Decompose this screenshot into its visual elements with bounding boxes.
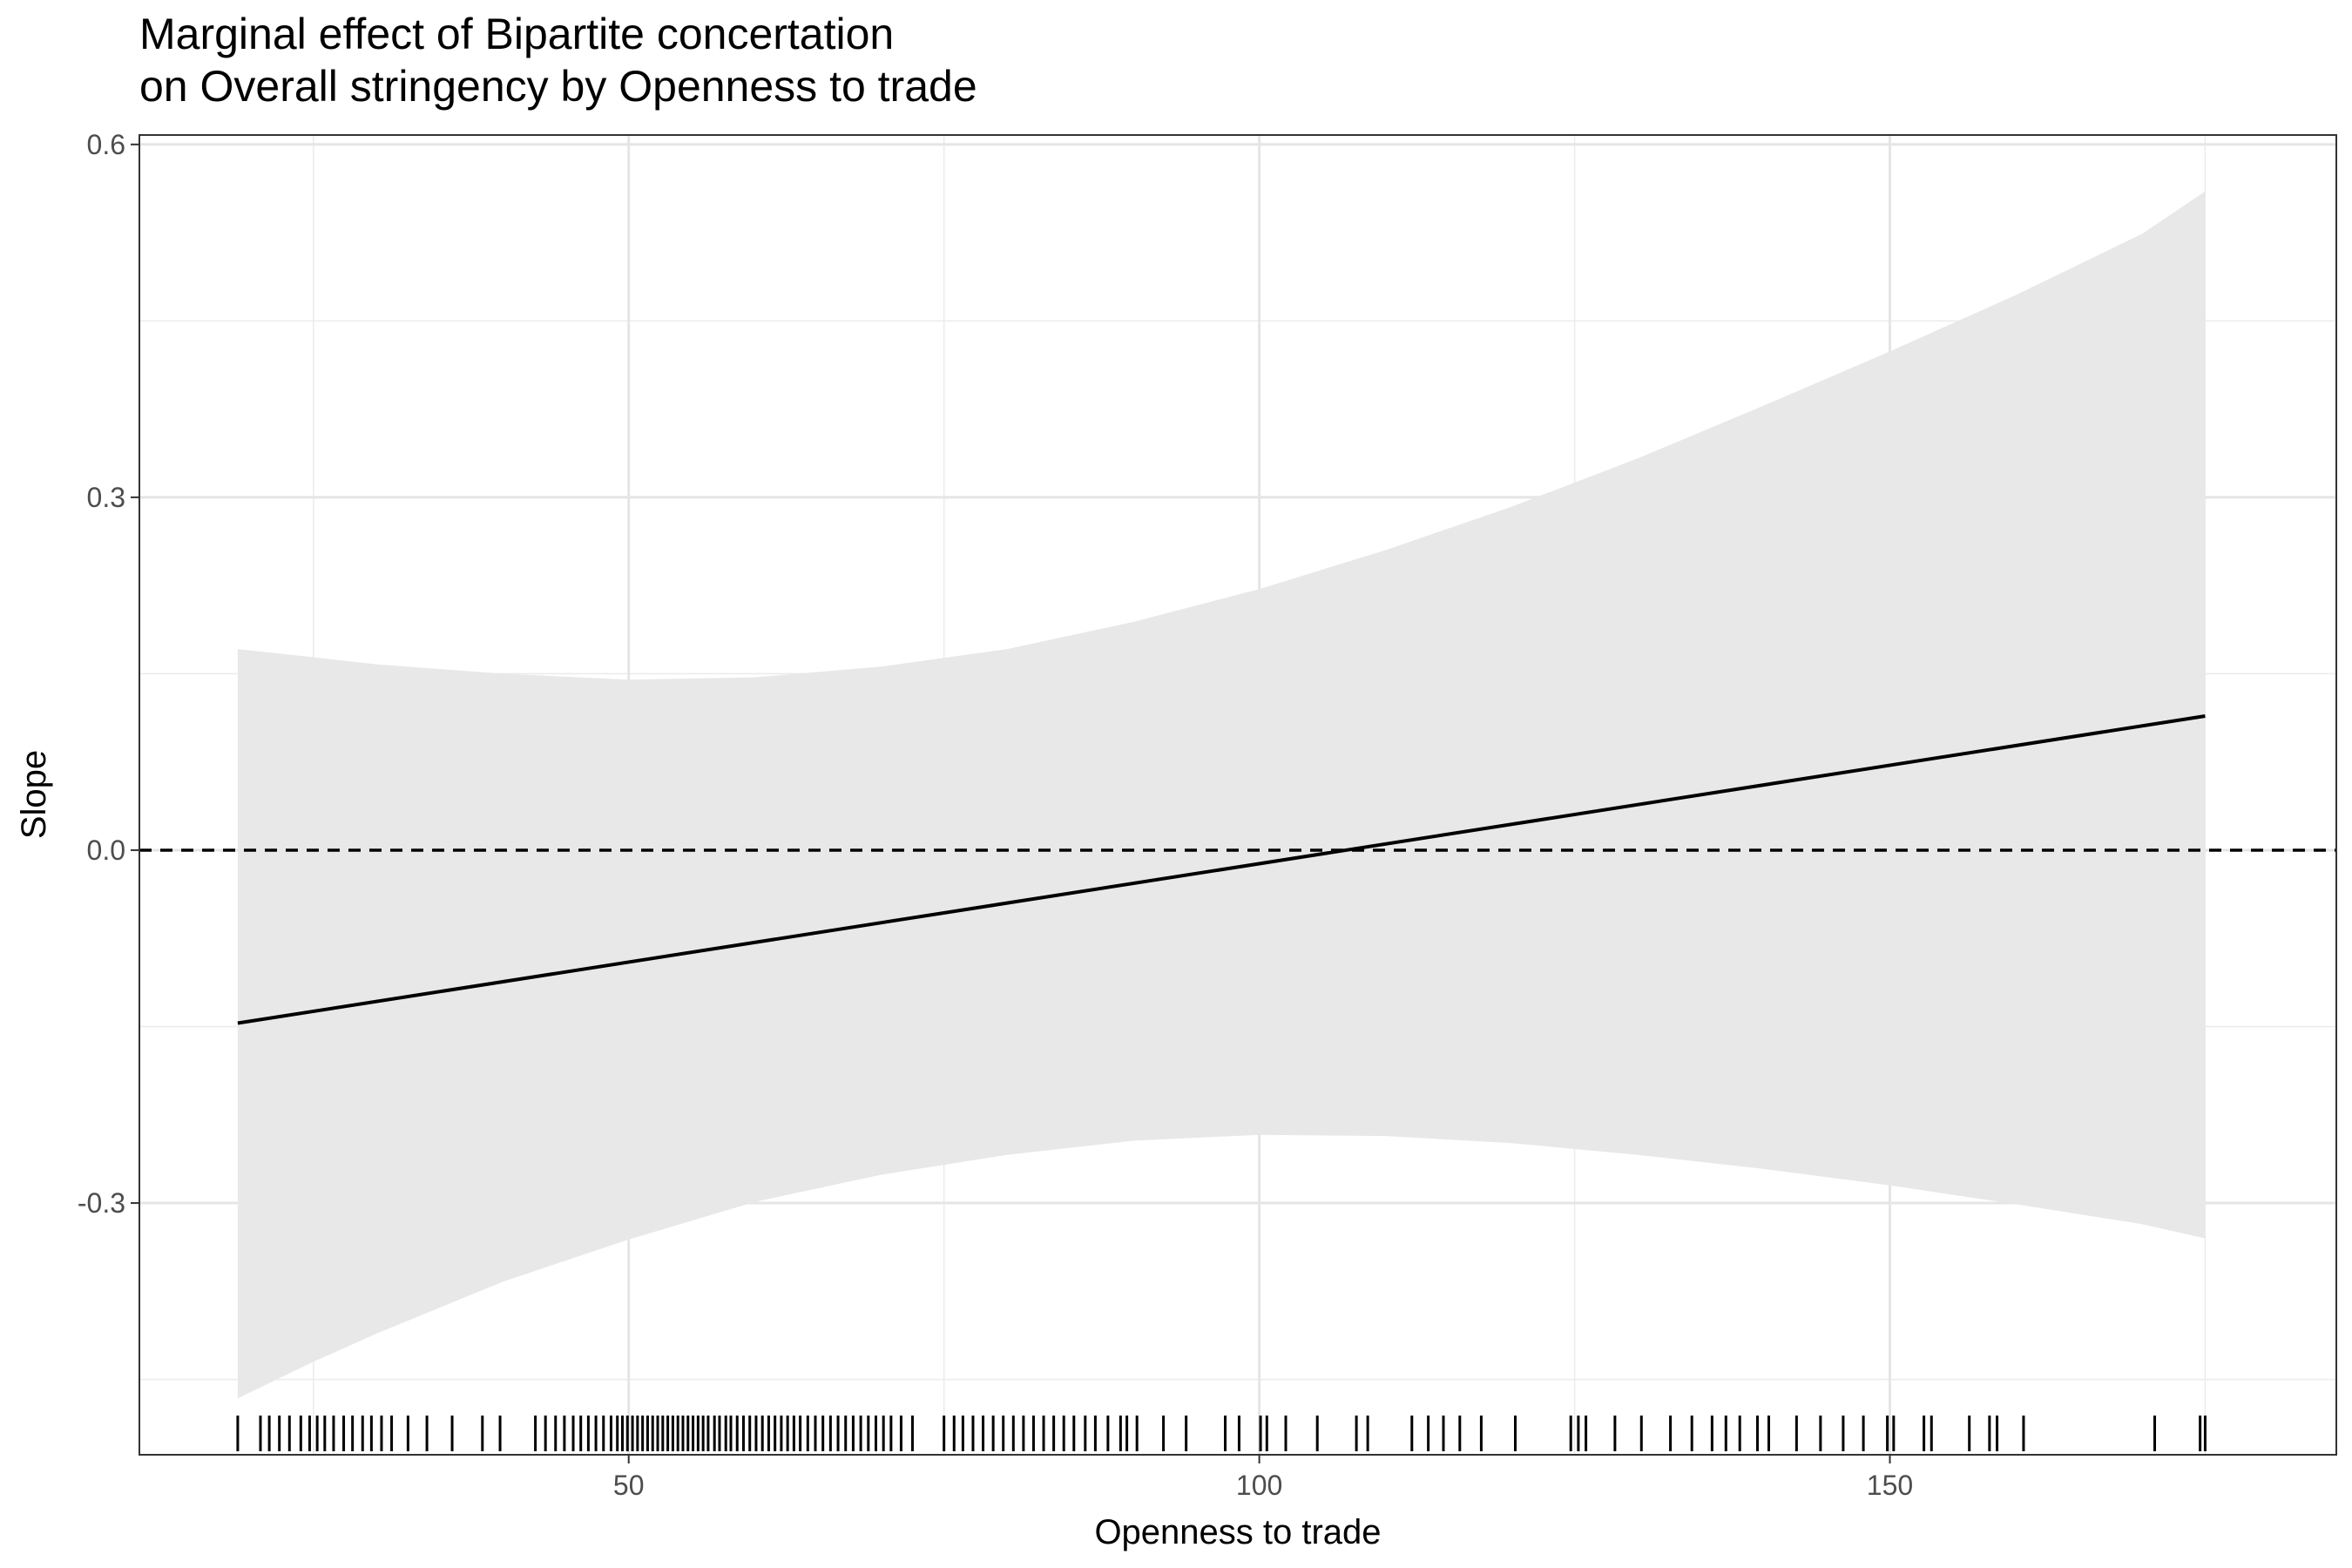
rug-marks bbox=[236, 1416, 2207, 1451]
y-axis-title: Slope bbox=[15, 750, 53, 839]
slope-line-layer bbox=[237, 714, 2206, 1025]
y-tick-label: -0.3 bbox=[78, 1187, 125, 1219]
x-tick-label: 50 bbox=[613, 1470, 645, 1501]
y-tick-label: 0.3 bbox=[87, 482, 125, 513]
confidence-band bbox=[237, 191, 2206, 1399]
slope-line bbox=[237, 714, 2206, 1025]
confidence-ribbon bbox=[237, 191, 2206, 1399]
chart-title-line-1: Marginal effect of Bipartite concertatio… bbox=[139, 10, 895, 58]
chart-title-line-2: on Overall stringency by Openness to tra… bbox=[139, 62, 977, 111]
x-tick-label: 150 bbox=[1867, 1470, 1913, 1501]
panel-border bbox=[139, 134, 2337, 1456]
x-axis-title: Openness to trade bbox=[1094, 1513, 1381, 1551]
x-axis: 50 100 150 bbox=[613, 1455, 1913, 1501]
y-tick-label: 0.6 bbox=[87, 129, 125, 160]
y-axis: -0.3 0.0 0.3 0.6 bbox=[78, 129, 139, 1219]
x-tick-label: 100 bbox=[1236, 1470, 1282, 1501]
y-tick-label: 0.0 bbox=[87, 835, 125, 866]
